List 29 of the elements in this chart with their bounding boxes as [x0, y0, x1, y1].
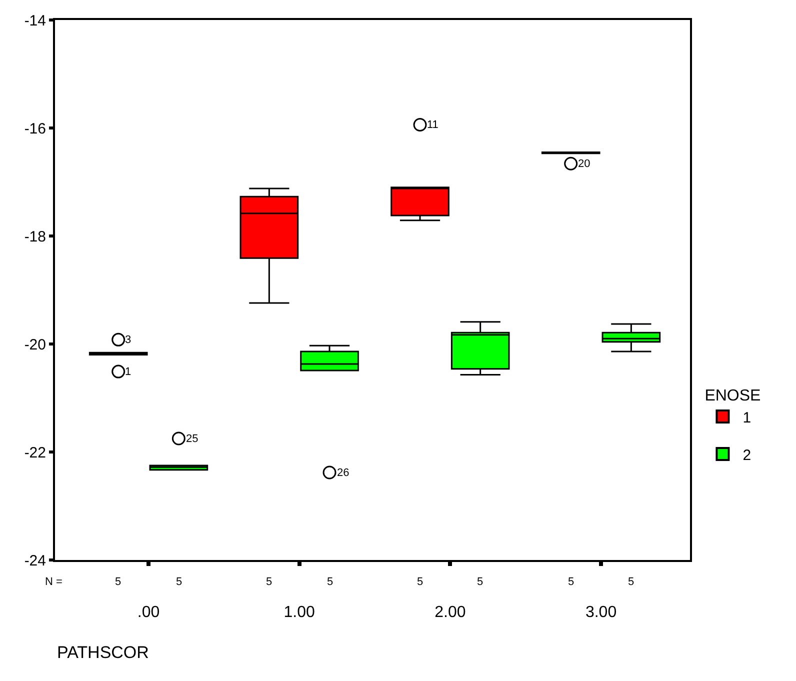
- text: 5: [568, 576, 574, 588]
- y-tick-label: -14: [24, 12, 46, 30]
- y-tick-label: -16: [24, 120, 46, 138]
- text: 5: [327, 576, 334, 588]
- text: 5: [477, 576, 484, 588]
- annotation: 26: [337, 467, 350, 479]
- legend-title: ENOSE: [704, 387, 761, 404]
- x-tick-label: .00: [137, 604, 160, 622]
- legend-label: 1: [742, 409, 752, 426]
- annotation: 1: [125, 366, 132, 378]
- y-tick-label: -24: [24, 552, 46, 570]
- legend-label: 2: [742, 446, 752, 464]
- text: 5: [176, 576, 182, 588]
- x-tick-label: 2.00: [434, 604, 466, 622]
- annotation: 3: [125, 334, 132, 346]
- annotation: 11: [427, 119, 438, 131]
- text: 5: [417, 576, 424, 588]
- text: 5: [115, 576, 122, 588]
- y-tick-label: -20: [24, 336, 46, 354]
- text: N =: [45, 576, 62, 588]
- annotation: 25: [186, 433, 198, 445]
- x-tick-label: 1.00: [284, 604, 316, 622]
- y-tick-label: -22: [24, 444, 46, 462]
- annotation: 20: [578, 158, 590, 170]
- y-tick-label: -18: [24, 228, 46, 246]
- text: 5: [628, 576, 634, 588]
- x-tick-label: 3.00: [585, 604, 617, 622]
- text: 5: [266, 576, 272, 588]
- x-axis-title: PATHSCOR: [57, 643, 149, 662]
